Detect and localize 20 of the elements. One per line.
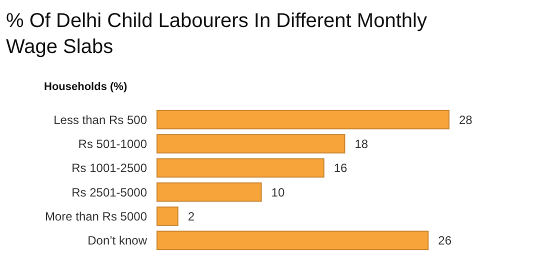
y-tick-label: Rs 2501-5000 bbox=[72, 185, 148, 200]
bar bbox=[156, 206, 178, 226]
y-tick-label: Rs 501-1000 bbox=[78, 136, 148, 151]
data-label: 28 bbox=[459, 112, 473, 127]
x-axis-title: Households (%) bbox=[44, 81, 128, 93]
data-label: 18 bbox=[354, 136, 368, 151]
y-tick-label: Rs 1001-2500 bbox=[72, 161, 148, 176]
bar bbox=[156, 134, 346, 154]
bar bbox=[156, 230, 429, 250]
bar bbox=[156, 110, 450, 130]
data-label: 10 bbox=[271, 185, 285, 200]
y-tick-label: Less than Rs 500 bbox=[54, 112, 148, 127]
data-label: 16 bbox=[334, 161, 348, 176]
y-tick-label: Don’t know bbox=[88, 234, 148, 248]
data-label: 2 bbox=[188, 209, 195, 224]
chart-title: % Of Delhi Child Labourers In Different Monthly Wage Slabs bbox=[6, 10, 427, 58]
data-label: 26 bbox=[438, 234, 452, 248]
bar bbox=[156, 182, 262, 202]
bar bbox=[156, 158, 324, 178]
y-tick-label: More than Rs 5000 bbox=[44, 209, 148, 224]
